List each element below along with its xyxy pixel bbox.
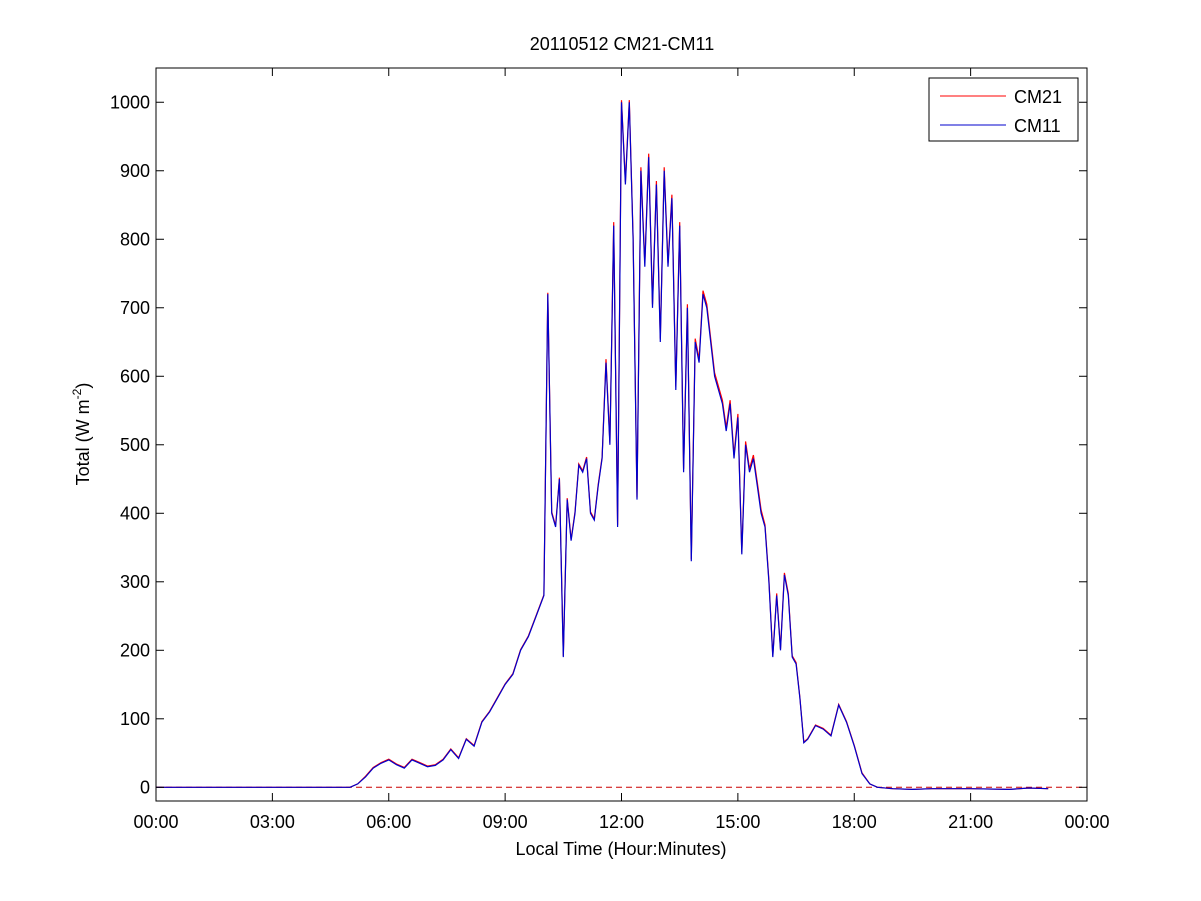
x-axis: 00:00 03:00 06:00 09:00 12:00 15:00 18:00 21:00… <box>133 68 1110 832</box>
y-tick-label: 1000 <box>110 92 150 112</box>
chart-title: 20110512 CM21-CM11 <box>530 34 714 54</box>
y-axis-label-end: ) <box>73 383 93 389</box>
y-tick-label: 100 <box>120 709 150 729</box>
x-tick-label: 18:00 <box>832 812 877 832</box>
x-tick-label: 12:00 <box>599 812 644 832</box>
legend-box <box>928 77 1079 142</box>
y-tick-label: 800 <box>120 229 150 249</box>
x-tick-label: 00:00 <box>133 812 178 832</box>
y-tick-label: 400 <box>120 503 150 523</box>
plot-area <box>156 68 1087 801</box>
x-axis-label: Local Time (Hour:Minutes) <box>515 839 726 859</box>
series-line-cm11 <box>156 102 1049 791</box>
y-axis-label-main: Total (W m <box>73 399 93 485</box>
legend: CM21 CM11 <box>928 77 1079 142</box>
x-tick-label: 21:00 <box>948 812 993 832</box>
legend-label-cm11: CM11 <box>1014 116 1061 136</box>
y-tick-label: 600 <box>120 366 150 386</box>
y-tick-label: 900 <box>120 161 150 181</box>
y-tick-label: 300 <box>120 572 150 592</box>
x-tick-label: 09:00 <box>483 812 528 832</box>
legend-label-cm21: CM21 <box>1014 87 1062 107</box>
x-tick-label: 15:00 <box>715 812 760 832</box>
x-tick-label: 00:00 <box>1064 812 1109 832</box>
y-tick-label: 200 <box>120 640 150 660</box>
y-tick-label: 500 <box>120 435 150 455</box>
series-layer <box>156 100 1049 791</box>
y-axis: 0 100 200 300 400 500 600 700 800 900 1000 <box>110 92 1087 797</box>
y-axis-label-superscript: -2 <box>70 388 84 399</box>
y-axis-label: Total (W m-2) <box>70 383 93 486</box>
x-tick-label: 06:00 <box>366 812 411 832</box>
y-tick-label: 0 <box>140 777 150 797</box>
y-tick-label: 700 <box>120 298 150 318</box>
x-tick-label: 03:00 <box>250 812 295 832</box>
